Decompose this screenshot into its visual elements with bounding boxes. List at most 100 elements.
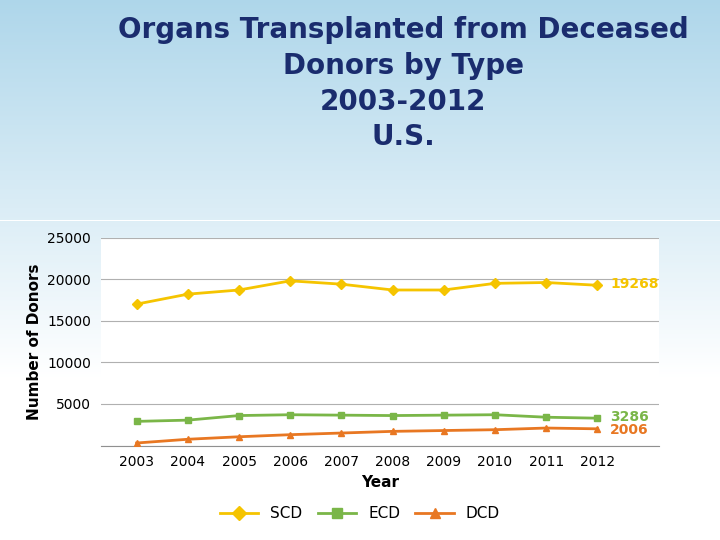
Bar: [0, 311, 720, 313]
Bar: [0, 353, 720, 354]
Bar: [0, 313, 720, 314]
Bar: [0, 73, 720, 75]
Bar: [0, 336, 720, 338]
Bar: [0, 101, 720, 102]
Bar: [0, 11, 720, 12]
Bar: [0, 330, 720, 332]
Bar: [0, 72, 720, 73]
Bar: [0, 306, 720, 307]
Bar: [0, 46, 720, 48]
Bar: [0, 79, 720, 80]
Bar: [0, 154, 720, 155]
Bar: [0, 94, 720, 96]
Bar: [0, 144, 720, 145]
Bar: [0, 211, 720, 212]
Text: 3286: 3286: [610, 410, 649, 424]
Bar: [0, 266, 720, 267]
Bar: [0, 295, 720, 296]
Bar: [0, 164, 720, 165]
Bar: [0, 40, 720, 42]
Bar: [0, 268, 720, 269]
Bar: [0, 163, 720, 164]
Bar: [0, 215, 720, 217]
Bar: [0, 136, 720, 137]
Bar: [0, 117, 720, 118]
Bar: [0, 48, 720, 49]
Bar: [0, 220, 720, 222]
Bar: [0, 349, 720, 350]
Bar: [0, 214, 720, 215]
Bar: [0, 237, 720, 238]
Bar: [0, 137, 720, 139]
Bar: [0, 3, 720, 4]
Bar: [0, 92, 720, 93]
Bar: [0, 132, 720, 133]
Bar: [0, 59, 720, 60]
Bar: [0, 167, 720, 169]
Bar: [0, 209, 720, 211]
Legend: SCD, ECD, DCD: SCD, ECD, DCD: [214, 500, 506, 527]
Bar: [0, 160, 720, 161]
Bar: [0, 223, 720, 224]
Bar: [0, 49, 720, 50]
Bar: [0, 148, 720, 150]
Bar: [0, 354, 720, 355]
Bar: [0, 56, 720, 57]
Bar: [0, 281, 720, 282]
Bar: [0, 96, 720, 97]
Bar: [0, 16, 720, 18]
Bar: [0, 233, 720, 234]
Bar: [0, 38, 720, 39]
Bar: [0, 260, 720, 261]
Bar: [0, 9, 720, 10]
Bar: [0, 20, 720, 22]
Bar: [0, 135, 720, 136]
Bar: [0, 347, 720, 348]
Bar: [0, 241, 720, 242]
Bar: [0, 203, 720, 204]
Bar: [0, 375, 720, 377]
Text: 2006: 2006: [610, 423, 649, 437]
Bar: [0, 246, 720, 247]
Bar: [0, 174, 720, 175]
Bar: [0, 93, 720, 94]
Bar: [0, 315, 720, 316]
Bar: [0, 339, 720, 340]
Bar: [0, 231, 720, 232]
Bar: [0, 130, 720, 131]
Bar: [0, 302, 720, 303]
Bar: [0, 213, 720, 214]
Bar: [0, 258, 720, 260]
Bar: [0, 102, 720, 103]
Bar: [0, 373, 720, 374]
Bar: [0, 277, 720, 279]
Bar: [0, 180, 720, 181]
Bar: [0, 23, 720, 24]
Bar: [0, 127, 720, 129]
Bar: [0, 14, 720, 15]
Bar: [0, 116, 720, 117]
Bar: [0, 158, 720, 159]
Bar: [0, 232, 720, 233]
Bar: [0, 364, 720, 366]
Bar: [0, 239, 720, 241]
Bar: [0, 175, 720, 177]
Bar: [0, 179, 720, 180]
Bar: [0, 334, 720, 335]
Bar: [0, 370, 720, 372]
Bar: [0, 326, 720, 328]
Bar: [0, 99, 720, 101]
Bar: [0, 298, 720, 299]
Bar: [0, 28, 720, 29]
Bar: [0, 272, 720, 273]
Bar: [0, 152, 720, 154]
Bar: [0, 271, 720, 272]
Bar: [0, 60, 720, 62]
Bar: [0, 310, 720, 311]
Bar: [0, 362, 720, 363]
Bar: [0, 50, 720, 52]
Bar: [0, 156, 720, 158]
Bar: [0, 110, 720, 111]
Bar: [0, 15, 720, 16]
Bar: [0, 301, 720, 302]
